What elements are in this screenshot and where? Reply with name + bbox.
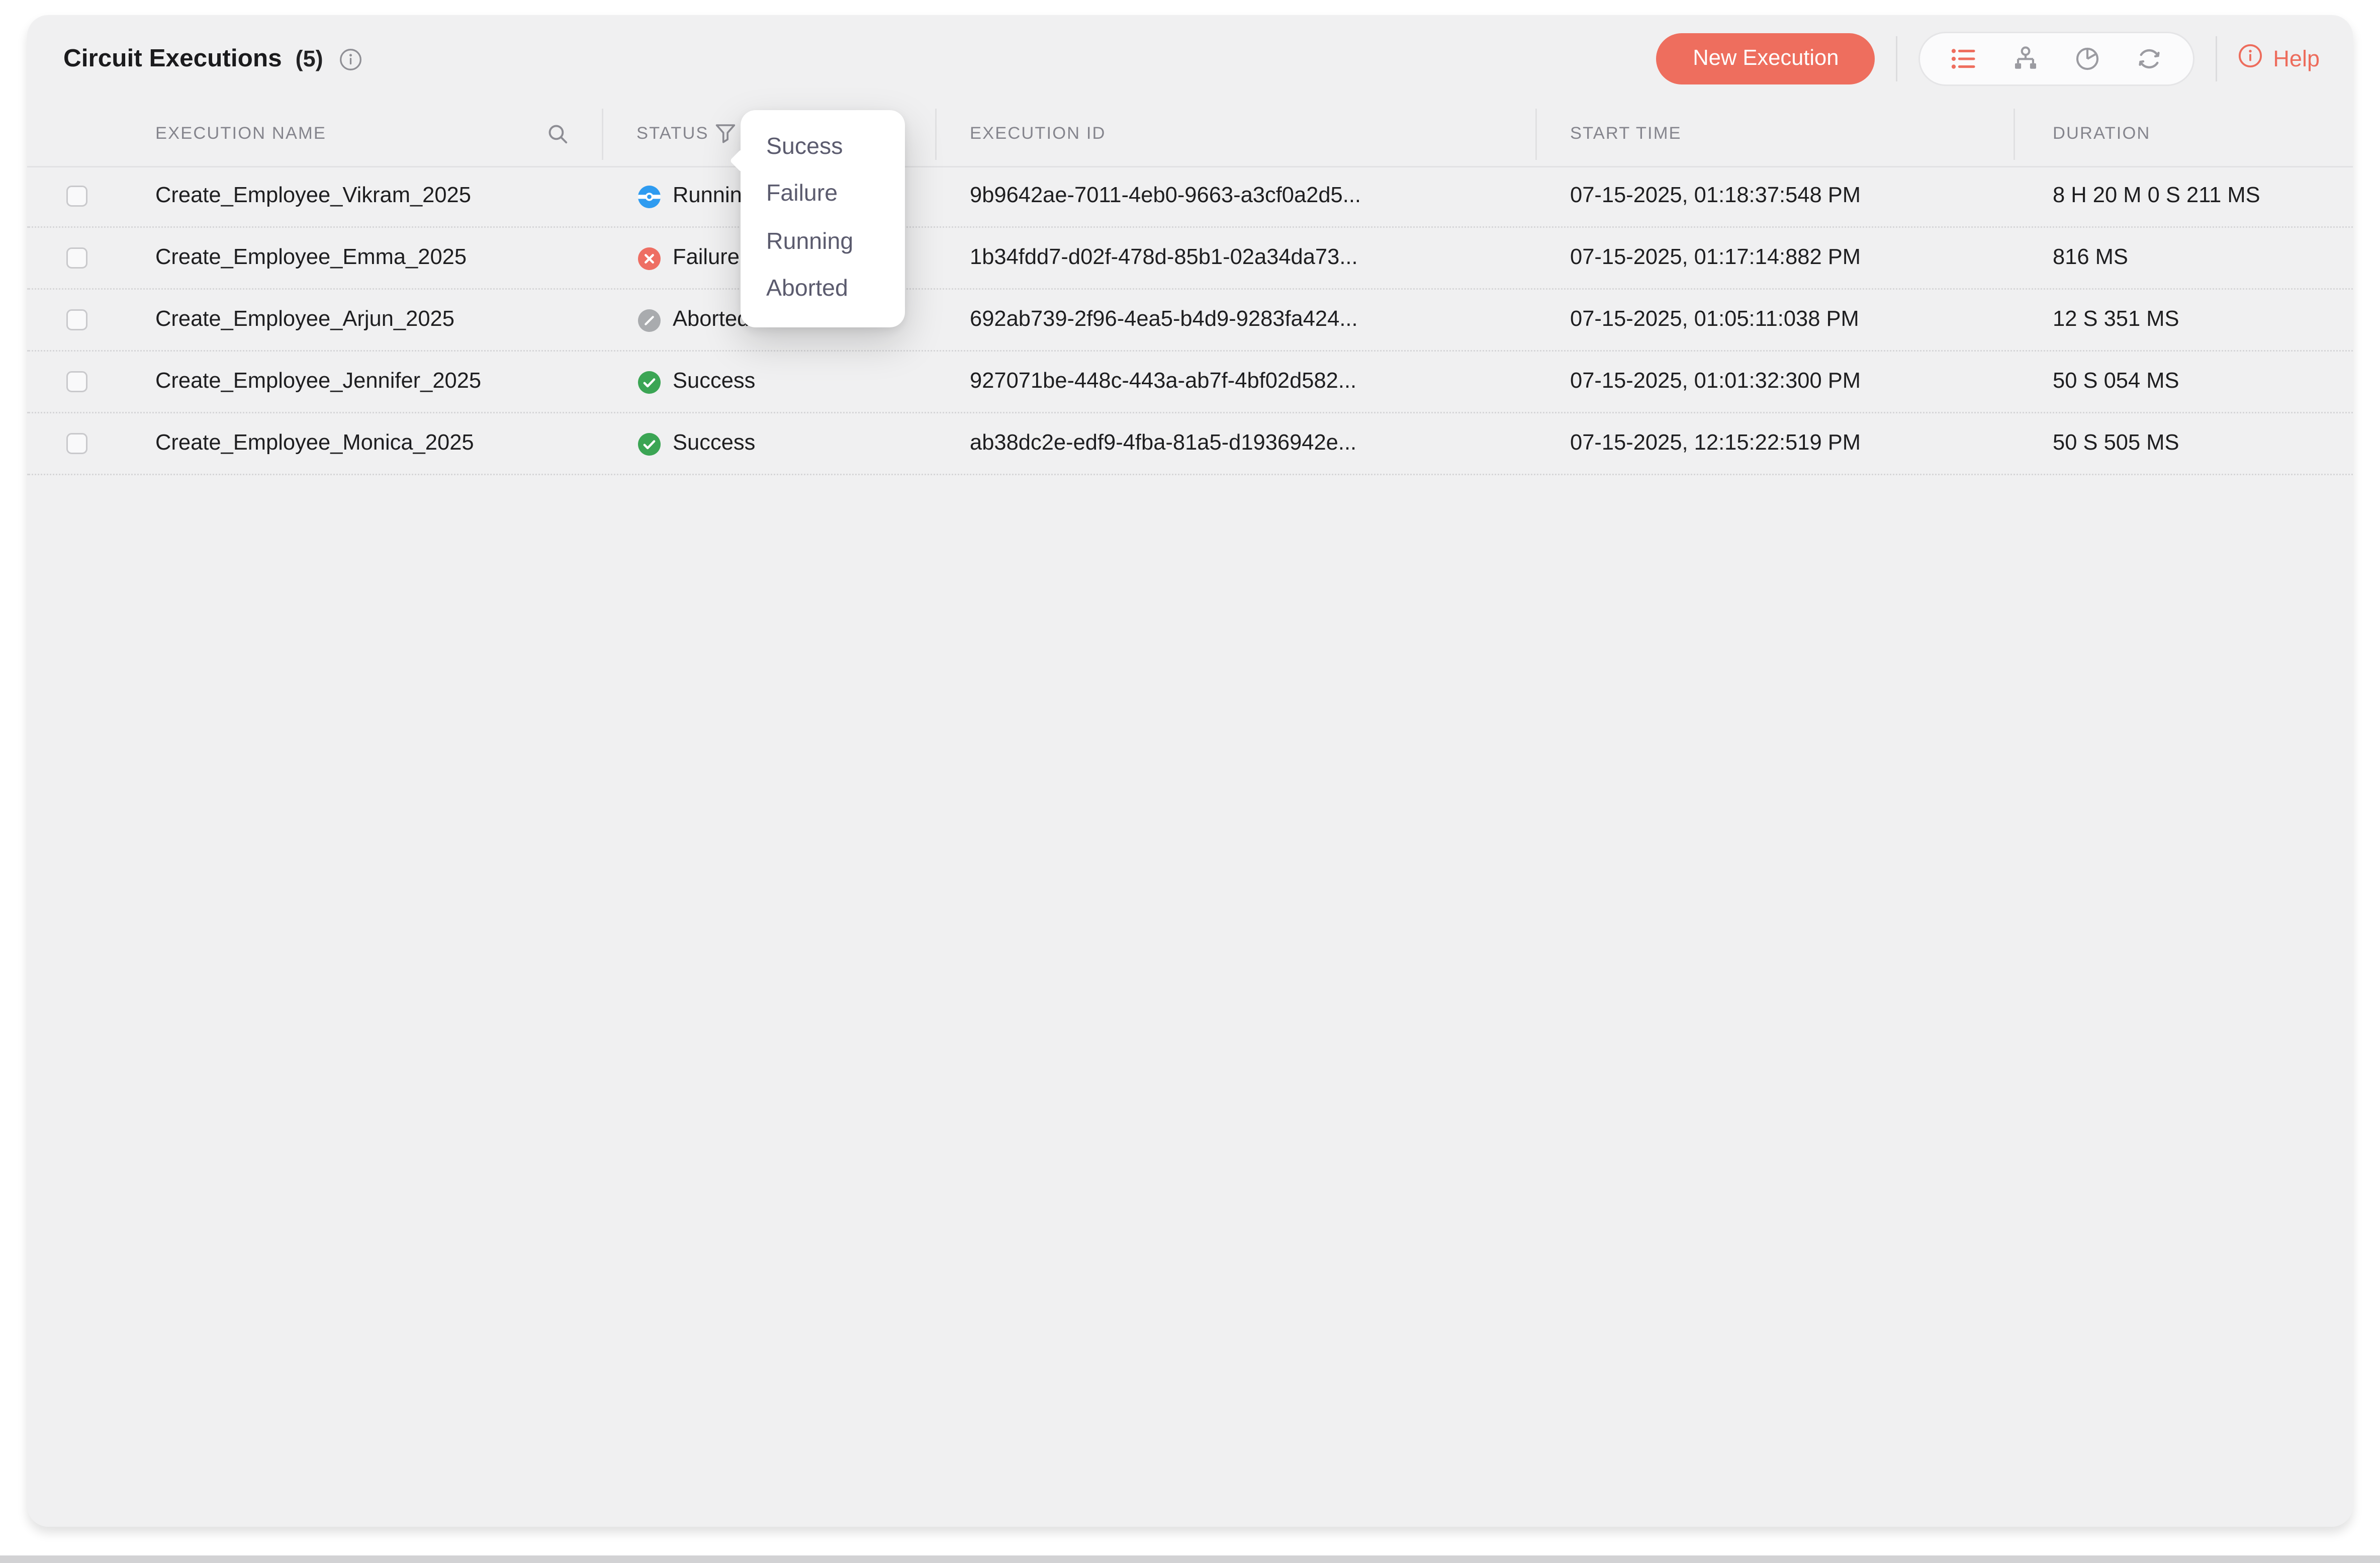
start-time-cell: 07-15-2025, 01:18:37:548 PM bbox=[1570, 184, 1861, 208]
execution-id-cell: 692ab739-2f96-4ea5-b4d9-9283fa424... bbox=[970, 308, 1358, 332]
start-time-cell: 07-15-2025, 12:15:22:519 PM bbox=[1570, 431, 1861, 456]
table-row[interactable]: Create_Employee_Jennifer_2025 Success 92… bbox=[27, 352, 2353, 413]
new-execution-button[interactable]: New Execution bbox=[1657, 33, 1875, 84]
column-status[interactable]: STATUS bbox=[636, 125, 709, 143]
start-time-cell: 07-15-2025, 01:05:11:038 PM bbox=[1570, 308, 1859, 332]
status-icon bbox=[638, 308, 661, 331]
execution-name-cell: Create_Employee_Monica_2025 bbox=[155, 431, 474, 456]
status-cell: Success bbox=[638, 413, 755, 474]
duration-cell: 50 S 054 MS bbox=[2053, 370, 2179, 394]
execution-name-cell: Create_Employee_Vikram_2025 bbox=[155, 184, 471, 208]
column-divider bbox=[2013, 109, 2015, 160]
execution-id-cell: 927071be-448c-443a-ab7f-4bf02d582... bbox=[970, 370, 1357, 394]
search-icon[interactable] bbox=[547, 124, 569, 145]
view-switcher bbox=[1918, 32, 2195, 86]
duration-cell: 50 S 505 MS bbox=[2053, 431, 2179, 456]
title-group: Circuit Executions (5) bbox=[63, 15, 362, 103]
status-cell: Aborted bbox=[638, 290, 749, 350]
loop-view-icon[interactable] bbox=[2136, 47, 2163, 71]
status-label: Success bbox=[673, 370, 756, 394]
status-icon bbox=[638, 246, 661, 270]
duration-cell: 816 MS bbox=[2053, 246, 2128, 270]
executions-count: (5) bbox=[295, 46, 323, 72]
help-label: Help bbox=[2273, 46, 2320, 72]
table-row[interactable]: Create_Employee_Emma_2025 Failure 1b34fd… bbox=[27, 228, 2353, 290]
row-checkbox[interactable] bbox=[66, 186, 87, 207]
status-cell: Success bbox=[638, 352, 755, 412]
dropdown-item-sucess[interactable]: Sucess bbox=[766, 134, 843, 160]
column-divider bbox=[1535, 109, 1537, 160]
page-header: Circuit Executions (5) New Execution bbox=[27, 15, 2353, 103]
table-row[interactable]: Create_Employee_Monica_2025 Success ab38… bbox=[27, 413, 2353, 475]
execution-id-cell: 1b34fdd7-d02f-478d-85b1-02a34da73... bbox=[970, 246, 1358, 270]
row-checkbox[interactable] bbox=[66, 309, 87, 330]
column-divider bbox=[935, 109, 937, 160]
execution-id-cell: ab38dc2e-edf9-4fba-81a5-d1936942e... bbox=[970, 431, 1357, 456]
column-duration[interactable]: DURATION bbox=[2053, 125, 2151, 143]
info-icon[interactable] bbox=[340, 48, 362, 70]
start-time-cell: 07-15-2025, 01:17:14:882 PM bbox=[1570, 246, 1861, 270]
row-checkbox[interactable] bbox=[66, 433, 87, 454]
page-title: Circuit Executions bbox=[63, 44, 282, 72]
pie-chart-view-icon[interactable] bbox=[2074, 45, 2101, 72]
header-actions: New Execution bbox=[1657, 15, 2320, 103]
start-time-cell: 07-15-2025, 01:01:32:300 PM bbox=[1570, 370, 1861, 394]
table-header: EXECUTION NAME STATUS EXECUTION ID START… bbox=[27, 103, 2353, 167]
execution-name-cell: Create_Employee_Jennifer_2025 bbox=[155, 370, 482, 394]
circuit-executions-panel: Circuit Executions (5) New Execution bbox=[27, 15, 2353, 1527]
divider bbox=[2216, 36, 2218, 81]
status-icon bbox=[638, 370, 661, 393]
status-cell: Failure bbox=[638, 228, 740, 288]
table-row[interactable]: Create_Employee_Arjun_2025 Aborted 692ab… bbox=[27, 290, 2353, 352]
table-row[interactable]: Create_Employee_Vikram_2025 Running 9b96… bbox=[27, 166, 2353, 228]
help-info-icon bbox=[2238, 44, 2262, 74]
table-body: Create_Employee_Vikram_2025 Running 9b96… bbox=[27, 166, 2353, 475]
bottom-edge-bar bbox=[0, 1555, 2380, 1563]
execution-name-cell: Create_Employee_Emma_2025 bbox=[155, 246, 467, 270]
status-icon bbox=[638, 432, 661, 455]
help-button[interactable]: Help bbox=[2238, 44, 2320, 74]
column-divider bbox=[602, 109, 603, 160]
list-view-icon[interactable] bbox=[1950, 47, 1977, 71]
dropdown-item-failure[interactable]: Failure bbox=[766, 181, 838, 207]
duration-cell: 8 H 20 M 0 S 211 MS bbox=[2053, 184, 2260, 208]
status-icon bbox=[638, 185, 661, 208]
filter-icon[interactable] bbox=[715, 124, 736, 143]
status-filter-dropdown: Sucess Failure Running Aborted bbox=[729, 110, 905, 327]
divider bbox=[1896, 36, 1898, 81]
execution-name-cell: Create_Employee_Arjun_2025 bbox=[155, 308, 454, 332]
status-label: Success bbox=[673, 431, 756, 456]
dropdown-item-running[interactable]: Running bbox=[766, 229, 854, 255]
column-execution-id[interactable]: EXECUTION ID bbox=[970, 125, 1106, 143]
row-checkbox[interactable] bbox=[66, 247, 87, 269]
row-checkbox[interactable] bbox=[66, 371, 87, 392]
duration-cell: 12 S 351 MS bbox=[2053, 308, 2179, 332]
column-execution-name[interactable]: EXECUTION NAME bbox=[155, 125, 326, 143]
status-cell: Running bbox=[638, 166, 754, 226]
dropdown-item-aborted[interactable]: Aborted bbox=[766, 276, 848, 302]
status-filter-dropdown-items: Sucess Failure Running Aborted bbox=[741, 124, 905, 314]
status-label: Aborted bbox=[673, 308, 750, 332]
column-start-time[interactable]: START TIME bbox=[1570, 125, 1682, 143]
execution-id-cell: 9b9642ae-7011-4eb0-9663-a3cf0a2d5... bbox=[970, 184, 1361, 208]
status-label: Failure bbox=[673, 246, 740, 270]
tree-view-icon[interactable] bbox=[2012, 45, 2039, 72]
